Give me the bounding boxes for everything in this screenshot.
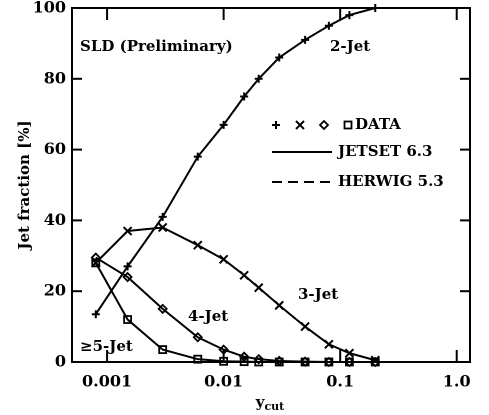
marker <box>274 300 284 311</box>
y-tick-label: 100 <box>33 0 66 17</box>
marker <box>158 345 168 355</box>
marker <box>218 254 229 265</box>
marker <box>219 356 229 366</box>
series-line <box>94 7 376 315</box>
series-label: 3-Jet <box>298 285 338 303</box>
legend-marker <box>343 120 353 130</box>
y-tick-label: 0 <box>55 352 66 371</box>
marker <box>122 226 133 236</box>
marker <box>158 212 167 221</box>
marker <box>123 262 132 271</box>
marker <box>371 4 380 12</box>
legend-label: HERWIG 5.3 <box>338 172 444 190</box>
marker <box>324 357 334 367</box>
marker <box>239 270 249 280</box>
y-tick-label: 40 <box>44 210 66 229</box>
marker <box>157 303 168 315</box>
marker <box>301 35 310 44</box>
marker <box>122 271 133 283</box>
marker <box>254 74 263 83</box>
marker <box>345 357 354 367</box>
legend-marker <box>318 119 330 131</box>
marker <box>218 344 229 355</box>
x-axis-label: ycut <box>255 393 285 413</box>
legend-label: DATA <box>355 115 401 133</box>
x-axis-label-main: y <box>255 393 266 411</box>
marker <box>193 240 203 250</box>
series-label: 4-Jet <box>188 307 228 325</box>
x-tick-label: 0.1 <box>326 372 354 391</box>
marker <box>324 339 334 350</box>
annotation: SLD (Preliminary) <box>80 37 233 55</box>
marker <box>324 21 333 30</box>
marker <box>193 354 203 364</box>
marker <box>157 222 168 233</box>
y-tick-label: 20 <box>44 281 66 300</box>
marker <box>90 252 102 263</box>
legend-marker <box>295 120 305 130</box>
y-tick-label: 80 <box>44 68 66 87</box>
series-label: ≥5-Jet <box>80 337 133 355</box>
marker <box>193 152 202 161</box>
marker <box>300 321 310 332</box>
marker <box>254 282 264 293</box>
marker <box>123 315 133 324</box>
marker <box>219 120 228 129</box>
y-axis-label: Jet fraction [%] <box>15 120 33 251</box>
marker <box>239 357 249 367</box>
legend-label: JETSET 6.3 <box>336 142 432 160</box>
x-axis-label-sub: cut <box>264 400 285 413</box>
legend-marker <box>272 121 280 129</box>
marker <box>345 11 354 20</box>
marker <box>300 357 310 367</box>
marker <box>254 357 264 367</box>
marker <box>192 331 204 343</box>
marker <box>344 348 355 358</box>
x-tick-label: 0.001 <box>82 372 132 391</box>
series-label: 2-Jet <box>330 37 370 55</box>
marker <box>275 53 284 62</box>
marker <box>370 357 380 367</box>
x-tick-label: 0.01 <box>204 372 243 391</box>
x-tick-label: 1.0 <box>443 372 471 391</box>
y-tick-label: 60 <box>44 139 66 158</box>
marker <box>91 258 101 268</box>
marker <box>240 92 249 101</box>
marker <box>91 310 100 319</box>
marker <box>274 357 284 367</box>
series-line <box>95 226 376 362</box>
